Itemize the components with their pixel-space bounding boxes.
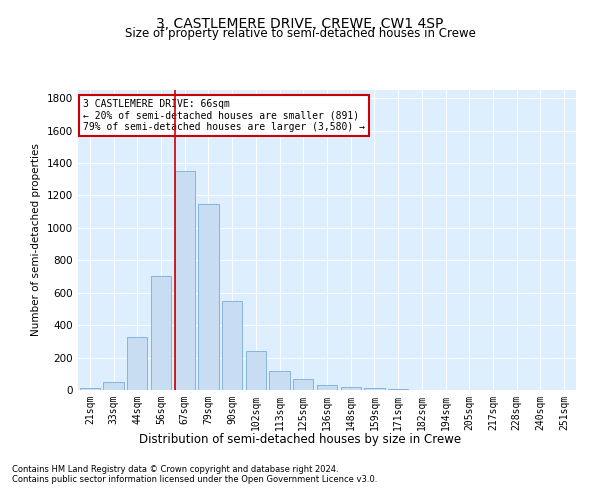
- Bar: [127, 338, 148, 390]
- Bar: [341, 387, 361, 390]
- Bar: [293, 380, 313, 390]
- Text: Distribution of semi-detached houses by size in Crewe: Distribution of semi-detached houses by …: [139, 432, 461, 446]
- Bar: [364, 388, 385, 390]
- Y-axis label: Number of semi-detached properties: Number of semi-detached properties: [31, 144, 41, 336]
- Text: 3, CASTLEMERE DRIVE, CREWE, CW1 4SP: 3, CASTLEMERE DRIVE, CREWE, CW1 4SP: [157, 18, 443, 32]
- Bar: [388, 389, 408, 390]
- Bar: [222, 301, 242, 390]
- Bar: [151, 276, 171, 390]
- Bar: [103, 382, 124, 390]
- Text: Contains public sector information licensed under the Open Government Licence v3: Contains public sector information licen…: [12, 476, 377, 484]
- Text: Size of property relative to semi-detached houses in Crewe: Size of property relative to semi-detach…: [125, 28, 475, 40]
- Text: Contains HM Land Registry data © Crown copyright and database right 2024.: Contains HM Land Registry data © Crown c…: [12, 466, 338, 474]
- Bar: [175, 171, 195, 390]
- Bar: [317, 385, 337, 390]
- Bar: [269, 370, 290, 390]
- Bar: [80, 388, 100, 390]
- Bar: [246, 351, 266, 390]
- Text: 3 CASTLEMERE DRIVE: 66sqm
← 20% of semi-detached houses are smaller (891)
79% of: 3 CASTLEMERE DRIVE: 66sqm ← 20% of semi-…: [83, 99, 365, 132]
- Bar: [199, 204, 218, 390]
